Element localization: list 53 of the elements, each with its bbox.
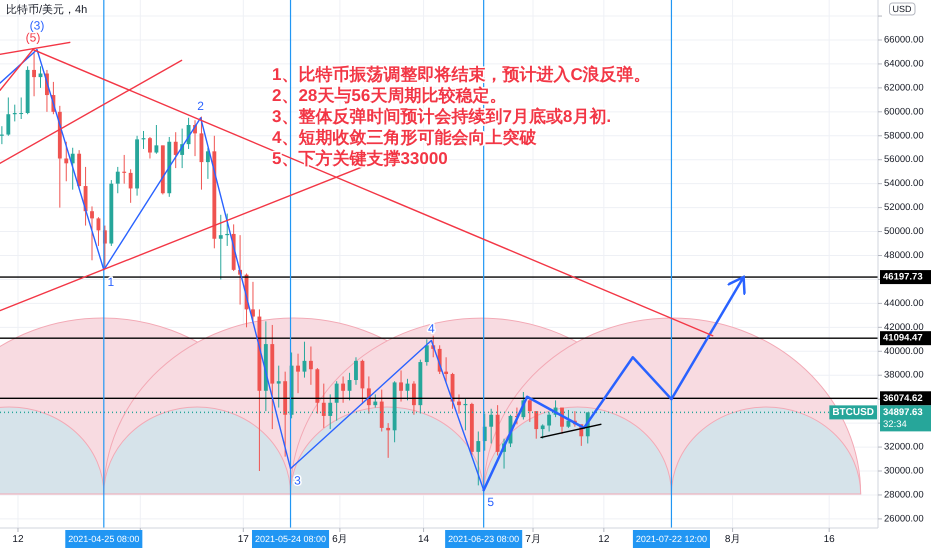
ref-label: 2021-06-23 08:00 [445, 530, 522, 548]
annotation: 3 [294, 474, 302, 488]
annotation: 2 [197, 98, 204, 113]
y-tick-label: 26000.00 [884, 513, 924, 524]
ref-line-label: 2021-04-25 08:00 [68, 534, 140, 544]
text: 32:34 [883, 418, 907, 430]
y-tick-label: 40000.00 [884, 346, 924, 357]
y-tick-label: 30000.00 [884, 466, 924, 477]
ref-label: 46197.73 [880, 270, 931, 284]
ref-line-label: 41094.47 [883, 332, 923, 344]
y-tick-label: 28000.00 [884, 489, 924, 500]
annotation: (5) [26, 30, 40, 45]
x-tick-label: 14 [418, 534, 430, 545]
ref-label: 41094.47 [880, 331, 931, 346]
annotation: 1 [107, 274, 114, 289]
x-tick-label: 17 [238, 534, 250, 545]
ref-label: 2021-04-25 08:00 [65, 530, 142, 548]
chart-title: 比特币/美元，4h [6, 3, 88, 16]
x-tick-label: 12 [598, 534, 610, 545]
y-tick-label: 52000.00 [884, 202, 924, 214]
x-tick-label: 12 [12, 534, 24, 545]
annotation: 5 [487, 495, 494, 510]
y-tick-label: 54000.00 [884, 178, 924, 190]
y-tick-label: 66000.00 [884, 34, 924, 46]
ref-line-label: 2021-05-24 08:00 [254, 534, 326, 544]
y-tick-label: 58000.00 [884, 130, 924, 142]
y-tick-label: 38000.00 [884, 370, 924, 381]
y-tick-label: 50000.00 [884, 226, 924, 238]
y-tick-label: 48000.00 [884, 250, 924, 262]
ref-label: 36074.62 [880, 391, 931, 406]
annotation: 5、下方关键支撑33000 [272, 149, 448, 168]
annotation: 4 [428, 322, 436, 336]
ref-line-label: 2021-07-22 12:00 [636, 534, 707, 544]
x-tick-label: 6月 [332, 534, 348, 545]
y-tick-label: 32000.00 [884, 442, 924, 453]
ref-line-label: 2021-06-23 08:00 [448, 534, 520, 544]
x-tick-label: 16 [824, 534, 836, 545]
ref-line-label: 34897.63 [883, 406, 923, 418]
ref-line-label: 46197.73 [883, 272, 923, 283]
x-tick-label: 8月 [724, 534, 740, 545]
ref-label: 2021-07-22 12:00 [632, 530, 710, 548]
y-tick-label: 62000.00 [884, 82, 924, 94]
annotation: BTCUSD [832, 407, 874, 418]
ref-line-label: 36074.62 [883, 392, 923, 404]
ref-label: 2021-05-24 08:00 [252, 530, 330, 548]
y-tick-label: 44000.00 [884, 298, 924, 309]
y-tick-label: 42000.00 [884, 322, 924, 333]
y-tick-label: 64000.00 [884, 58, 924, 70]
y-axis-title: USD [892, 4, 912, 14]
annotation: (3) [30, 18, 44, 33]
y-tick-label: 56000.00 [884, 154, 924, 166]
x-tick-label: 7月 [525, 534, 541, 545]
y-tick-label: 60000.00 [884, 106, 924, 118]
